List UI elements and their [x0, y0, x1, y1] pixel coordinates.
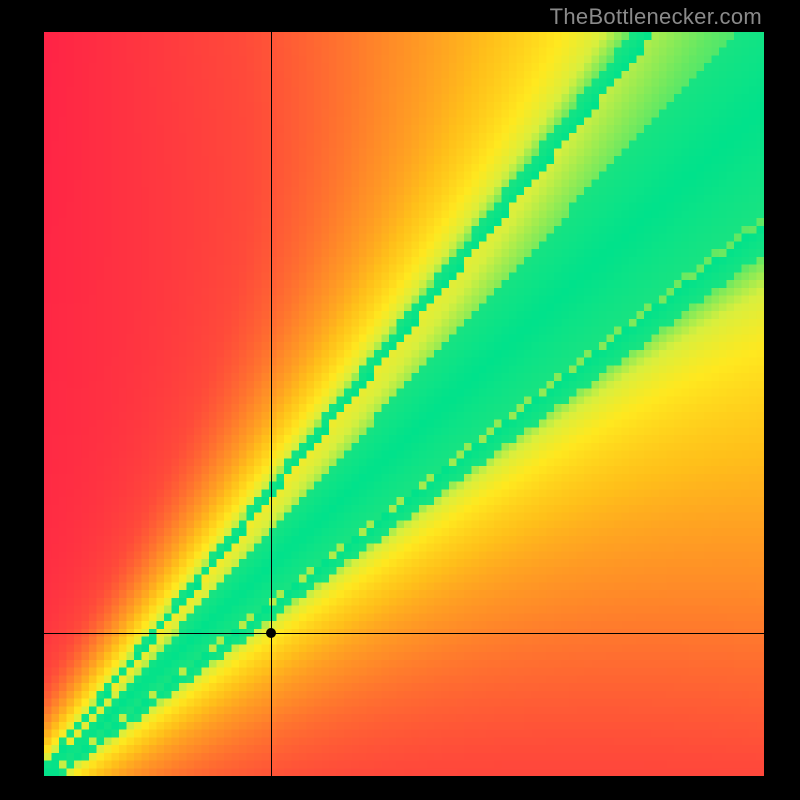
- crosshair-marker-dot: [266, 628, 276, 638]
- watermark-text: TheBottlenecker.com: [550, 4, 762, 30]
- crosshair-horizontal: [44, 633, 764, 634]
- heatmap-plot: [44, 32, 764, 776]
- crosshair-vertical: [271, 32, 272, 776]
- heatmap-canvas: [44, 32, 764, 776]
